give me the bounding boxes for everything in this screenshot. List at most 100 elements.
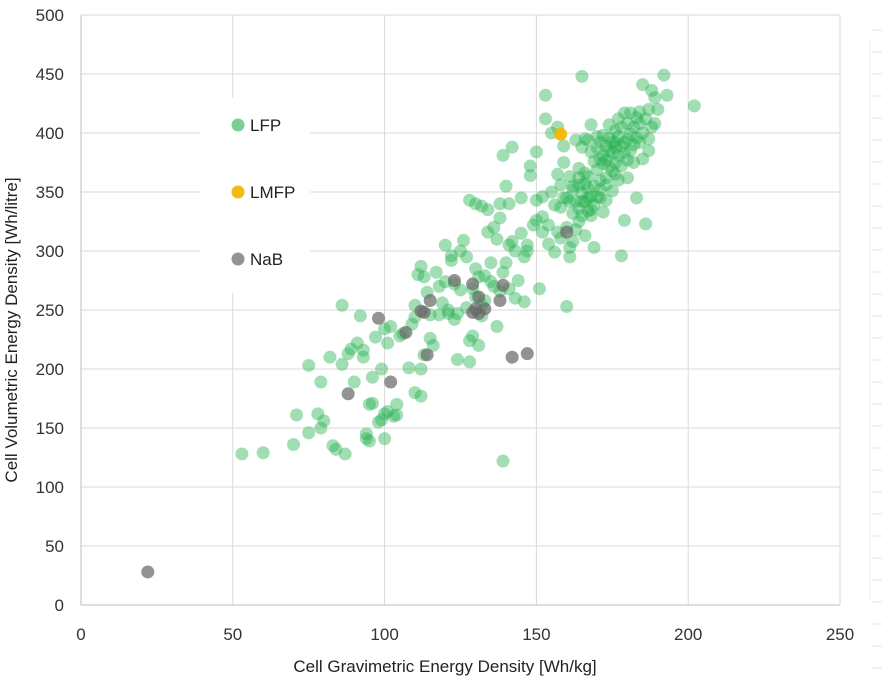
data-point-lfp bbox=[633, 117, 647, 131]
data-point-lfp bbox=[469, 197, 483, 211]
data-point-lfp bbox=[466, 329, 480, 343]
data-point-lfp bbox=[463, 355, 477, 369]
data-point-lfp bbox=[350, 336, 364, 350]
data-point-nab bbox=[466, 277, 480, 291]
data-point-lfp bbox=[620, 132, 634, 146]
data-point-lfp bbox=[502, 238, 516, 252]
x-tick-label: 100 bbox=[370, 625, 398, 644]
data-point-lfp bbox=[539, 88, 553, 102]
data-point-lfp bbox=[490, 320, 504, 334]
data-point-lfp bbox=[344, 342, 358, 356]
data-point-lfp bbox=[475, 199, 489, 213]
data-point-lfp bbox=[384, 320, 398, 334]
data-point-lfp bbox=[548, 245, 562, 259]
data-point-lfp bbox=[581, 181, 595, 195]
data-point-lfp bbox=[575, 194, 589, 208]
data-point-lfp bbox=[539, 112, 553, 126]
data-point-lfp bbox=[596, 157, 610, 171]
data-point-lfp bbox=[563, 170, 577, 184]
data-point-lfp bbox=[359, 427, 373, 441]
data-point-lfp bbox=[441, 307, 455, 321]
x-tick-label: 200 bbox=[674, 625, 702, 644]
data-point-lfp bbox=[642, 132, 656, 146]
data-point-lfp bbox=[353, 309, 367, 323]
data-point-lfp bbox=[429, 265, 443, 279]
data-point-lfp bbox=[566, 179, 580, 193]
data-point-lfp bbox=[432, 308, 446, 322]
data-point-lfp bbox=[605, 135, 619, 149]
data-point-lfp bbox=[563, 240, 577, 254]
data-point-lfp bbox=[529, 145, 543, 159]
data-point-lfp bbox=[578, 177, 592, 191]
data-point-lfp bbox=[347, 375, 361, 389]
data-point-lfp bbox=[593, 152, 607, 166]
data-point-lfp bbox=[557, 191, 571, 205]
data-point-lfp bbox=[636, 78, 650, 92]
data-point-lfp bbox=[356, 343, 370, 357]
data-point-nab bbox=[341, 387, 355, 401]
data-point-lfp bbox=[599, 139, 613, 153]
data-point-lfp bbox=[608, 135, 622, 149]
data-point-lfp bbox=[454, 244, 467, 258]
data-point-lfp bbox=[520, 238, 534, 252]
data-point-lfp bbox=[620, 171, 634, 185]
y-tick-label: 100 bbox=[36, 478, 64, 497]
data-point-lfp bbox=[572, 215, 586, 228]
data-point-lfp bbox=[314, 375, 328, 389]
data-point-lfp bbox=[463, 193, 477, 207]
data-point-lfp bbox=[508, 244, 522, 258]
series-lfp bbox=[235, 68, 701, 468]
data-point-lfp bbox=[593, 191, 607, 205]
data-point-lfp bbox=[493, 197, 507, 211]
legend-marker-nab bbox=[231, 252, 245, 266]
data-point-lfp bbox=[548, 198, 562, 212]
data-point-lfp bbox=[566, 183, 580, 197]
data-point-nab bbox=[447, 274, 461, 287]
data-point-lfp bbox=[450, 353, 464, 367]
data-point-lfp bbox=[329, 442, 343, 456]
data-point-lfp bbox=[554, 178, 568, 192]
data-point-lfp bbox=[651, 102, 665, 116]
data-point-lfp bbox=[617, 213, 631, 227]
data-point-lfp bbox=[563, 194, 577, 208]
data-point-lfp bbox=[602, 144, 616, 158]
data-point-lfp bbox=[542, 237, 556, 251]
data-point-lfp bbox=[417, 270, 431, 284]
data-point-lfp bbox=[581, 191, 595, 205]
data-point-lfp bbox=[535, 190, 549, 204]
data-point-lfp bbox=[636, 126, 650, 140]
data-point-lfp bbox=[581, 170, 595, 184]
data-point-lfp bbox=[532, 282, 546, 296]
data-point-lfp bbox=[426, 338, 440, 352]
data-point-lfp bbox=[523, 159, 537, 173]
legend-marker-lfp bbox=[231, 118, 245, 132]
data-point-nab bbox=[384, 375, 398, 389]
data-point-lfp bbox=[505, 235, 519, 249]
data-point-lfp bbox=[614, 159, 628, 173]
data-point-lfp bbox=[514, 191, 528, 205]
data-point-nab bbox=[493, 294, 507, 308]
data-point-lfp bbox=[499, 179, 513, 193]
data-point-lfp bbox=[551, 167, 565, 181]
data-point-lfp bbox=[444, 253, 458, 267]
data-point-lfp bbox=[648, 117, 662, 131]
legend: LFP LMFP NaB bbox=[200, 98, 310, 293]
data-point-lfp bbox=[484, 256, 498, 270]
data-point-lfp bbox=[587, 154, 601, 168]
legend-label-lfp: LFP bbox=[250, 116, 281, 135]
data-point-lfp bbox=[390, 397, 404, 411]
data-point-lfp bbox=[290, 408, 304, 422]
legend-marker-lmfp bbox=[231, 185, 245, 199]
data-point-nab bbox=[478, 302, 492, 316]
y-tick-label: 400 bbox=[36, 124, 64, 143]
data-point-lfp bbox=[572, 178, 586, 192]
data-point-lfp bbox=[326, 439, 340, 453]
data-point-lfp bbox=[593, 183, 607, 197]
data-point-lfp bbox=[441, 303, 455, 317]
data-point-lfp bbox=[620, 153, 634, 167]
data-point-lfp bbox=[633, 135, 647, 149]
data-point-lfp bbox=[624, 144, 638, 158]
data-point-lfp bbox=[356, 350, 370, 364]
data-point-lfp bbox=[381, 404, 395, 418]
